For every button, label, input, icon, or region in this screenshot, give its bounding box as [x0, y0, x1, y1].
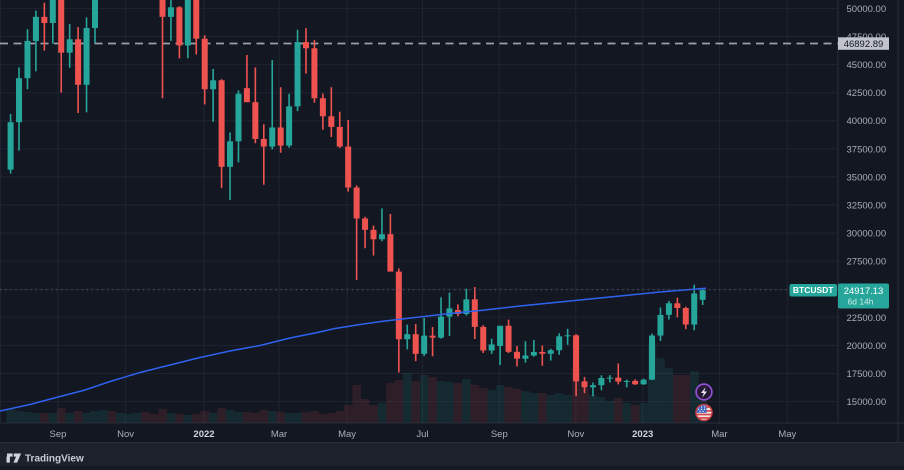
svg-text:35000.00: 35000.00 — [847, 172, 887, 183]
svg-text:Sep: Sep — [50, 429, 67, 440]
svg-text:TradingView: TradingView — [25, 454, 84, 465]
svg-text:May: May — [338, 429, 356, 440]
svg-text:Mar: Mar — [711, 429, 727, 440]
svg-text:37500.00: 37500.00 — [847, 144, 887, 155]
svg-text:15000.00: 15000.00 — [847, 397, 887, 408]
svg-text:Nov: Nov — [117, 429, 134, 440]
svg-text:May: May — [778, 429, 796, 440]
svg-text:30000.00: 30000.00 — [847, 229, 887, 240]
svg-text:BTCUSDT: BTCUSDT — [793, 285, 834, 295]
svg-text:24917.13: 24917.13 — [844, 286, 884, 297]
svg-text:50000.00: 50000.00 — [847, 4, 887, 15]
svg-text:45000.00: 45000.00 — [847, 60, 887, 71]
svg-text:32500.00: 32500.00 — [847, 201, 887, 212]
svg-text:Jul: Jul — [416, 429, 428, 440]
svg-text:6d 14h: 6d 14h — [848, 296, 874, 306]
svg-text:Mar: Mar — [271, 429, 287, 440]
svg-text:Sep: Sep — [491, 429, 508, 440]
svg-text:42500.00: 42500.00 — [847, 88, 887, 99]
svg-text:46892.89: 46892.89 — [844, 39, 884, 50]
svg-text:22500.00: 22500.00 — [847, 313, 887, 324]
svg-text:Nov: Nov — [567, 429, 584, 440]
svg-text:17500.00: 17500.00 — [847, 369, 887, 380]
svg-text:2022: 2022 — [193, 429, 214, 440]
svg-text:2023: 2023 — [632, 429, 653, 440]
svg-text:40000.00: 40000.00 — [847, 116, 887, 127]
svg-text:27500.00: 27500.00 — [847, 257, 887, 268]
svg-text:20000.00: 20000.00 — [847, 341, 887, 352]
